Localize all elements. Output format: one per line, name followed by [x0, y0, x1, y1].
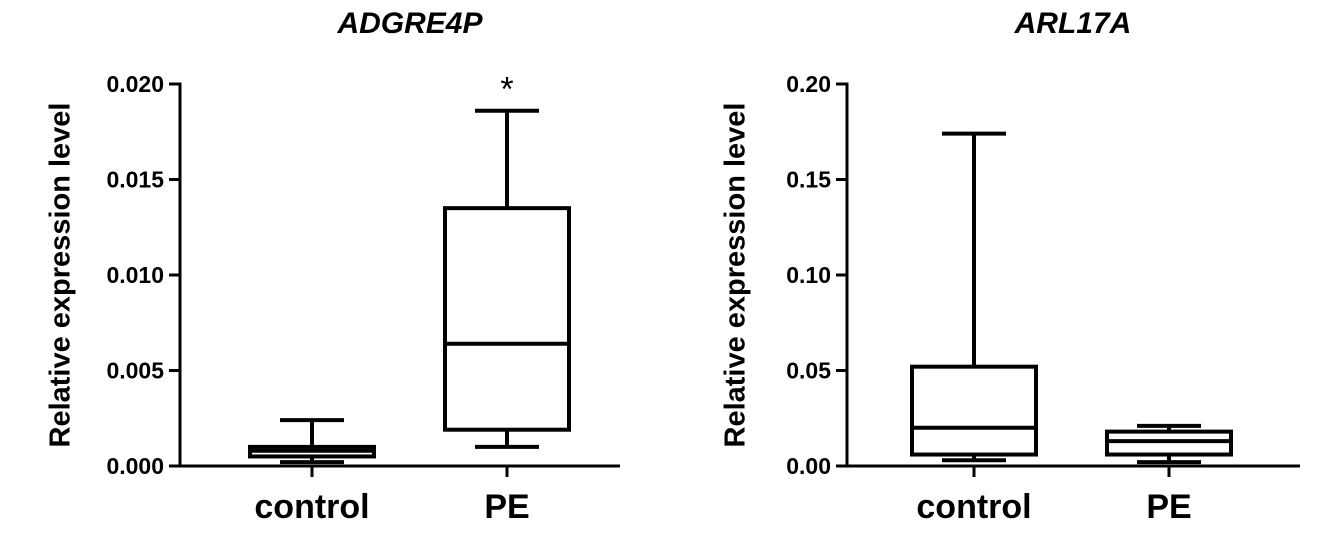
- significance-marker: *: [500, 71, 513, 109]
- y-tick-label: 0.005: [106, 358, 164, 384]
- y-tick-label: 0.015: [106, 167, 164, 193]
- y-tick-label: 0.15: [786, 167, 831, 193]
- y-tick-label: 0.020: [106, 71, 164, 97]
- y-axis-label: Relative expression level: [45, 103, 77, 448]
- x-category-label: control: [254, 488, 369, 526]
- y-tick-label: 0.20: [786, 71, 831, 97]
- chart-title: ADGRE4P: [336, 7, 483, 40]
- box-iqr: [910, 364, 1038, 457]
- chart-title: ARL17A: [1014, 7, 1132, 40]
- y-tick-label: 0.000: [106, 453, 164, 479]
- box-iqr: [443, 206, 571, 432]
- x-category-label: PE: [1146, 488, 1191, 526]
- y-tick-label: 0.00: [786, 453, 831, 479]
- y-tick-label: 0.010: [106, 262, 164, 288]
- y-axis-label: Relative expression level: [720, 103, 752, 448]
- x-category-label: PE: [484, 488, 529, 526]
- x-category-label: control: [916, 488, 1031, 526]
- y-tick-label: 0.05: [786, 358, 831, 384]
- y-tick-label: 0.10: [786, 262, 831, 288]
